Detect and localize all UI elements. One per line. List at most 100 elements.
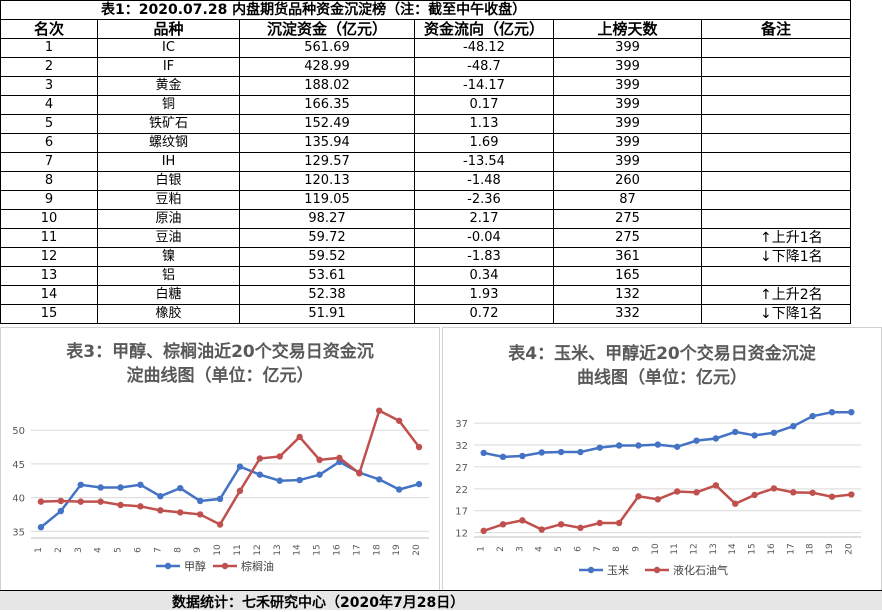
x-tick-label: 19 [392,544,402,556]
cell-rank: 7 [0,152,98,172]
cell-product: 白银 [97,171,240,191]
data-point [57,507,65,515]
data-point [37,498,45,505]
cell-days: 332 [553,304,702,324]
data-point [538,449,545,456]
data-point [157,493,164,500]
x-tick-label: 14 [728,543,738,555]
cell-rank: 2 [0,57,98,77]
legend-label: 液化石油气 [673,563,728,577]
x-tick-label: 1 [477,546,487,552]
chart-methanol-palm: 表3：甲醇、棕榈油近20个交易日资金沉 淀曲线图（单位：亿元） 35 40 45 50… [0,327,440,591]
data-point [848,408,855,416]
cell-rank: 4 [0,95,98,115]
cell-note [701,95,851,115]
series-line [40,408,421,527]
table-row: 9 豆粕 119.05 -2.36 87 [0,190,881,210]
table-row: 11 豆油 59.72 -0.04 275 ↑上升1名 [0,228,881,248]
y-tick-label: 45 [12,460,25,471]
cell-note [701,152,851,172]
cell-flow: 1.93 [414,285,554,305]
cell-flow: -0.04 [414,228,554,248]
table-row: 15 橡胶 51.91 0.72 332 ↓下降1名 [0,304,881,324]
x-tick-label: 11 [670,543,680,554]
x-tick-label: 6 [573,546,583,552]
data-point [97,484,104,491]
cell-flow: -14.17 [414,76,554,96]
data-point [751,432,758,439]
x-tick-label: 5 [554,546,564,552]
data-point [316,471,323,478]
data-point [376,476,383,483]
x-tick-label: 18 [372,544,382,556]
cell-note [701,133,851,153]
col-header-funds: 沉淀资金（亿元） [239,19,415,39]
y-tick-label: 40 [12,494,25,505]
x-tick-label: 9 [631,546,641,552]
x-tick-label: 8 [173,547,183,553]
data-point [177,484,184,492]
table-row: 1 IC 561.69 -48.12 399 [0,38,881,58]
x-tick-label: 20 [412,544,422,556]
table-title: 表1：2020.07.28 内盘期货品种资金沉淀榜（注：截至中午收盘） [0,0,851,20]
table-row: 2 IF 428.99 -48.7 399 [0,57,881,77]
data-point [236,463,244,470]
cell-rank: 9 [0,190,98,210]
cell-rank: 13 [0,266,98,286]
cell-rank: 1 [0,38,98,58]
cell-note [701,209,851,229]
data-point [395,486,403,493]
table-row: 5 铁矿石 152.49 1.13 399 [0,114,881,134]
data-point [615,442,623,449]
data-point [693,437,700,444]
cell-days: 399 [553,76,702,96]
arrow-down-icon: ↓ [760,306,772,322]
x-tick-label: 7 [153,547,163,553]
cell-rank: 15 [0,304,98,324]
data-point [770,429,778,436]
data-point [712,435,720,442]
x-tick-label: 3 [74,547,84,553]
cell-funds: 166.35 [239,95,415,115]
cell-days: 399 [553,95,702,115]
cell-rank: 3 [0,76,98,96]
data-point [395,417,403,424]
data-point [557,448,565,456]
data-point [538,526,545,533]
data-point [216,521,224,528]
footer-source: 数据统计：七禾研究中心（2020年7月28日） [172,595,465,611]
footer-bar: 数据统计：七禾研究中心（2020年7月28日） [0,590,882,611]
legend-label: 棕榈油 [241,559,274,573]
data-point [577,524,584,532]
table-row: 6 螺纹钢 135.94 1.69 399 [0,133,881,153]
cell-flow: 1.13 [414,114,554,134]
legend-marker [164,562,172,570]
data-point [276,453,283,460]
data-point [499,521,507,528]
data-point [557,521,565,528]
cell-days: 399 [553,114,702,134]
cell-days: 399 [553,152,702,172]
data-point [519,517,526,524]
arrow-up-icon: ↑ [760,230,772,246]
cell-product: 白糖 [97,285,240,305]
cell-days: 361 [553,247,702,267]
y-tick-label: 17 [455,507,468,518]
cell-product: 橡胶 [97,304,240,324]
cell-flow: 0.72 [414,304,554,324]
cell-funds: 59.52 [239,247,415,267]
data-point [77,481,84,488]
data-point [57,497,65,505]
y-tick-label: 22 [455,485,468,496]
data-point [712,482,720,489]
data-point [415,443,423,451]
cell-product: 豆油 [97,228,240,248]
x-tick-label: 15 [748,543,758,554]
cell-days: 399 [553,38,702,58]
cell-funds: 51.91 [239,304,415,324]
table-row: 8 白银 120.13 -1.48 260 [0,171,881,191]
cell-funds: 152.49 [239,114,415,134]
ranking-table: 表1：2020.07.28 内盘期货品种资金沉淀榜（注：截至中午收盘） 名次 品… [0,0,881,324]
